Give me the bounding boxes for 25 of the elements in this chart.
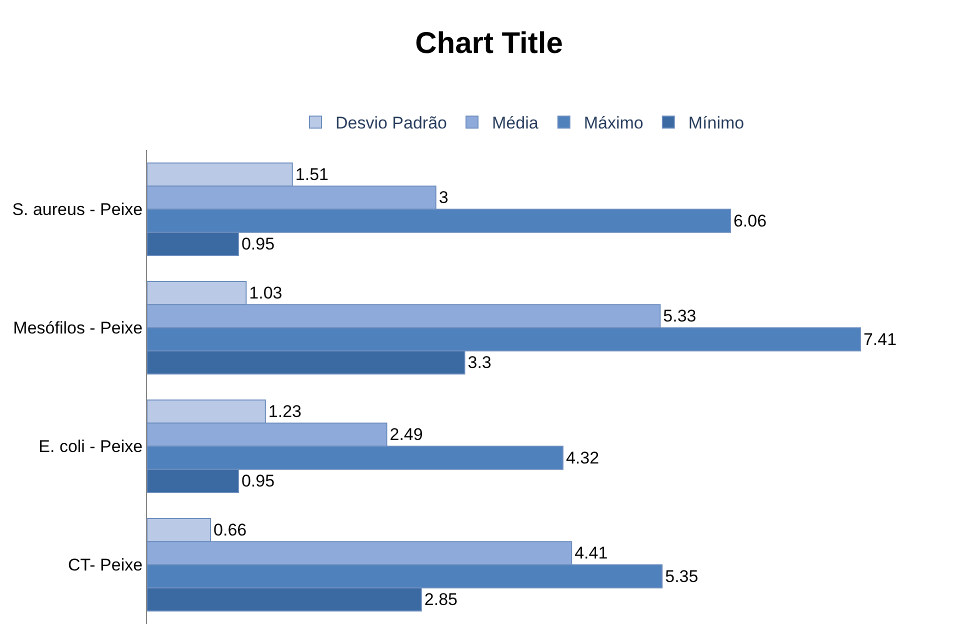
chart-title: Chart Title bbox=[415, 27, 563, 60]
data-label: 3.3 bbox=[468, 352, 492, 372]
data-label: 2.85 bbox=[424, 590, 458, 609]
data-label: 2.49 bbox=[390, 425, 423, 444]
y-tick-label: Mesófilos - Peixe bbox=[13, 318, 143, 338]
data-label: 3 bbox=[438, 188, 448, 208]
legend-label: Máximo bbox=[584, 114, 644, 133]
data-label: 1.23 bbox=[268, 402, 302, 422]
legend-label: Mínimo bbox=[688, 114, 744, 133]
data-label: 1.51 bbox=[295, 165, 328, 184]
y-tick-label: S. aureus - Peixe bbox=[12, 200, 143, 220]
legend-label: Desvio Padrão bbox=[336, 114, 448, 133]
data-label: 5.33 bbox=[663, 306, 696, 326]
data-label: 4.41 bbox=[574, 544, 608, 563]
data-label: 1.03 bbox=[249, 284, 282, 303]
data-label: 6.06 bbox=[733, 211, 767, 230]
data-label: 0.95 bbox=[241, 471, 275, 490]
legend-label: Média bbox=[492, 114, 539, 133]
data-label: 4.32 bbox=[566, 448, 600, 468]
data-label: 7.41 bbox=[863, 330, 897, 349]
data-label: 0.66 bbox=[214, 520, 247, 540]
y-tick-label: E. coli - Peixe bbox=[38, 437, 143, 456]
data-label: 5.35 bbox=[665, 566, 698, 586]
data-label: 0.95 bbox=[241, 234, 275, 254]
y-tick-label: CT- Peixe bbox=[68, 556, 143, 575]
